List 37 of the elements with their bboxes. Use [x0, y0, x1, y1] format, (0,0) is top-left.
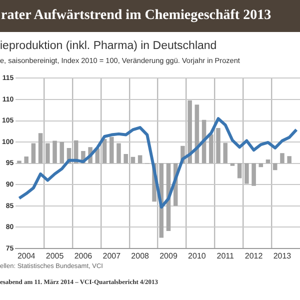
bar [237, 163, 242, 178]
bar [272, 163, 278, 170]
x-tick-label: 2007 [102, 251, 122, 260]
bar [280, 153, 284, 164]
bar [188, 100, 192, 164]
x-tick-label: 2006 [74, 251, 93, 260]
bar [46, 143, 50, 164]
bar [287, 156, 292, 164]
bar [60, 142, 64, 164]
bar [52, 140, 57, 164]
bar [102, 139, 107, 164]
bar [244, 163, 249, 184]
x-tick-label: 2011 [216, 251, 235, 260]
bar [130, 156, 136, 164]
chart-subtitle: ieproduktion (inkl. Pharma) in Deutschland [0, 40, 217, 52]
bar [110, 136, 114, 164]
bar [124, 154, 128, 164]
x-tick-label: 2009 [160, 251, 178, 260]
chart-title: rater Aufwärtstrend im Chemiegeschäft 2013 [0, 0, 300, 32]
bar [209, 134, 214, 164]
x-tick-label: 2012 [244, 251, 264, 260]
bar [116, 143, 121, 164]
x-tick-label: 2005 [46, 251, 64, 260]
bar [31, 143, 36, 164]
bar [138, 155, 142, 164]
x-tick-label: 2013 [273, 251, 292, 260]
bar [223, 142, 228, 164]
bar [252, 163, 256, 186]
x-tick-label: 2008 [131, 251, 150, 260]
x-tick-label: 2010 [188, 251, 206, 260]
x-tick-label: 2004 [17, 251, 36, 260]
bar [216, 128, 220, 164]
bar [38, 133, 43, 164]
bar [230, 163, 235, 166]
bar [17, 160, 22, 164]
bar [24, 156, 28, 164]
bar [266, 159, 270, 164]
